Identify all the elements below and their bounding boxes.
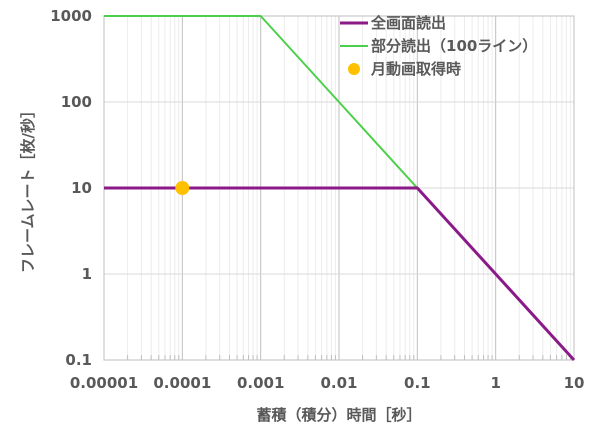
y-tick-label: 1: [82, 265, 92, 283]
legend-label: 部分読出（100ライン）: [371, 37, 537, 55]
series-layer: [104, 15, 576, 362]
legend-label: 月動画取得時: [370, 60, 461, 78]
y-axis-tick-labels: 0.1 1 10 100 1000: [50, 7, 92, 369]
x-minor-ticks: [127, 355, 571, 360]
legend-label: 全画面読出: [370, 14, 446, 32]
x-tick-label: 0.00001: [70, 374, 138, 392]
y-axis-title: フレームレート［枚/秒］: [19, 103, 37, 273]
y-tick-label: 10: [71, 179, 92, 197]
legend-swatch: [348, 63, 360, 75]
x-axis-title: 蓄積（積分）時間［秒］: [256, 406, 421, 424]
x-tick-label: 0.001: [237, 374, 284, 392]
x-tick-label: 10: [564, 374, 585, 392]
x-tick-label: 0.1: [404, 374, 431, 392]
scatter-point: [175, 181, 190, 195]
x-tick-label: 0.01: [320, 374, 357, 392]
x-tick-label: 0.0001: [153, 374, 211, 392]
x-tick-label: 1: [490, 374, 500, 392]
y-tick-label: 0.1: [65, 351, 92, 369]
x-axis-tick-labels: 0.00001 0.0001 0.001 0.01 0.1 1 10: [70, 374, 585, 392]
y-tick-label: 100: [61, 93, 92, 111]
series-line-0: [104, 186, 576, 362]
y-tick-label: 1000: [50, 7, 92, 25]
